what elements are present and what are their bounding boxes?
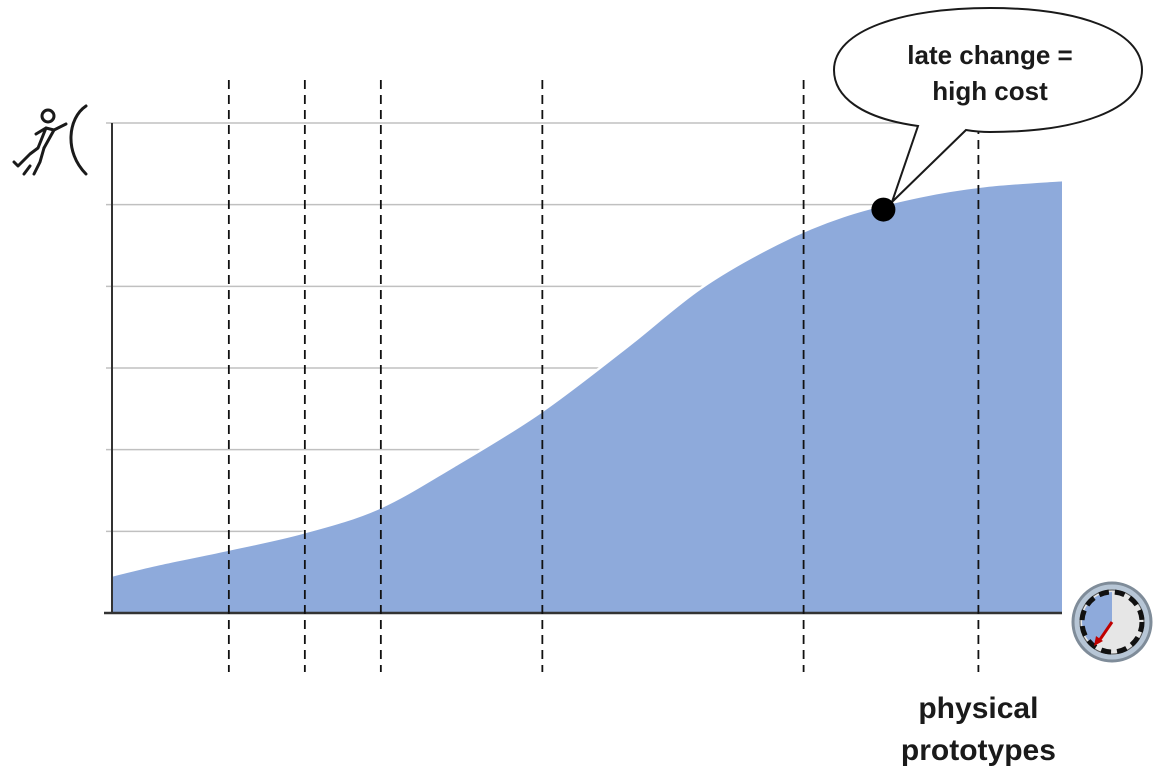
callout-marker [871, 197, 896, 222]
phase-lines [227, 80, 980, 672]
area-fill [112, 180, 1062, 613]
phase-label-line-2: prototypes [901, 734, 1056, 767]
callout-text-line-1: late change = [907, 40, 1072, 70]
callout-text-line-2: high cost [932, 76, 1048, 106]
stopwatch-icon [1071, 581, 1153, 663]
axes [104, 123, 1062, 615]
callout: late change = high cost [832, 6, 1144, 203]
area-edge [111, 178, 1063, 577]
callout-bubble [832, 6, 1144, 203]
phase-label-line-1: physical [918, 692, 1038, 725]
phase-label: physical prototypes [901, 692, 1056, 767]
pushing-person-icon [12, 104, 88, 176]
area-series [111, 178, 1063, 613]
